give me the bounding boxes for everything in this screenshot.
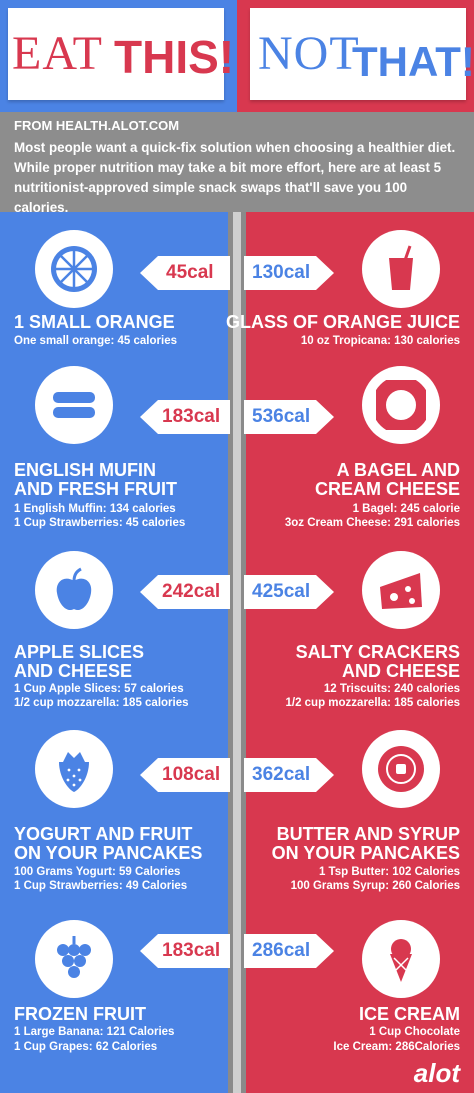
not-detail-2a: 1 Bagel: 245 calorie (352, 503, 460, 515)
not-detail-3a: 12 Triscuits: 240 calories (323, 683, 460, 695)
eat-calories-5: 183cal (162, 940, 221, 961)
not-detail-5b: Ice Cream: 286Calories (333, 1041, 460, 1053)
not-calorie-arrow-4: 362cal (244, 758, 334, 792)
eat-title-2a: ENGLISH MUFIN (14, 460, 156, 480)
eat-title-3a: APPLE SLICES (14, 642, 145, 662)
intro-line-3: nutritionist-approved simple snack swaps… (14, 180, 408, 215)
not-detail-1a: 10 oz Tropicana: 130 calories (300, 335, 460, 347)
eat-calorie-arrow-4: 108cal (140, 758, 230, 792)
intro-box: FROM HEALTH.ALOT.COM Most people want a … (0, 112, 474, 215)
not-calories-2: 536cal (252, 406, 311, 427)
eat-word: EAT (12, 27, 103, 80)
source-label: FROM HEALTH.ALOT.COM (14, 118, 180, 133)
not-detail-3b: 1/2 cup mozzarella: 185 calories (285, 697, 460, 709)
not-title-4a: BUTTER AND SYRUP (276, 824, 460, 844)
eat-detail-1a: One small orange: 45 calories (14, 335, 177, 347)
eat-calorie-arrow-2: 183cal (140, 400, 230, 434)
eat-calories-1: 45cal (166, 262, 214, 283)
not-title-3a: SALTY CRACKERS (295, 642, 460, 662)
not-title-2a: A BAGEL AND (336, 460, 460, 480)
not-title-2b: CREAM CHEESE (314, 479, 460, 499)
eat-calories-3: 242cal (162, 581, 221, 602)
not-calorie-arrow-3: 425cal (244, 575, 334, 609)
center-divider (228, 212, 246, 1093)
eat-title-3b: AND CHEESE (14, 661, 133, 681)
not-title-3b: AND CHEESE (341, 661, 460, 681)
not-detail-5a: 1 Cup Chocolate (369, 1026, 460, 1038)
eat-calories-2: 183cal (162, 406, 221, 427)
eat-calorie-arrow-5: 183cal (140, 934, 230, 968)
eat-calories-4: 108cal (162, 764, 221, 785)
bagel-icon (362, 366, 440, 444)
not-calories-5: 286cal (252, 940, 311, 961)
eat-detail-2a: 1 English Muffin: 134 calories (14, 503, 176, 515)
not-detail-2b: 3oz Cream Cheese: 291 calories (284, 517, 460, 529)
intro-text: Most people want a quick-fix solution wh… (14, 138, 464, 218)
not-calorie-arrow-1: 130cal (244, 256, 334, 290)
eat-this-banner: EAT THIS! (8, 8, 234, 100)
not-title-1: GLASS OF ORANGE JUICE (225, 312, 460, 332)
not-title-4b: ON YOUR PANCAKES (271, 843, 460, 863)
not-calorie-arrow-5: 286cal (244, 934, 334, 968)
grapes-icon (35, 920, 113, 998)
not-that-banner: NOT THAT! (250, 8, 474, 100)
orange-slice-icon (35, 230, 113, 308)
center-divider-inner (233, 212, 241, 1093)
intro-line-1: Most people want a quick-fix solution wh… (14, 140, 456, 155)
eat-title-1: 1 SMALL ORANGE (14, 312, 175, 332)
eat-detail-5b: 1 Cup Grapes: 62 Calories (14, 1041, 158, 1053)
not-detail-4b: 100 Grams Syrup: 260 Calories (290, 880, 460, 892)
not-detail-4a: 1 Tsp Butter: 102 Calories (318, 866, 460, 878)
cheese-icon (362, 551, 440, 629)
eat-calorie-arrow-1: 45cal (140, 256, 230, 290)
eat-detail-5a: 1 Large Banana: 121 Calories (14, 1026, 175, 1038)
eat-title-4b: ON YOUR PANCAKES (14, 843, 203, 863)
not-calories-1: 130cal (252, 262, 311, 283)
apple-icon (35, 551, 113, 629)
not-calories-4: 362cal (252, 764, 311, 785)
intro-line-2: While proper nutrition may take a bit mo… (14, 160, 442, 175)
not-word: NOT (258, 27, 360, 80)
not-calorie-arrow-2: 536cal (244, 400, 334, 434)
eat-detail-2b: 1 Cup Strawberries: 45 calories (14, 517, 186, 529)
pancake-icon (362, 730, 440, 808)
eat-detail-3b: 1/2 cup mozzarella: 185 calories (14, 697, 189, 709)
eat-title-2b: AND FRESH FRUIT (14, 479, 177, 499)
juice-glass-icon (362, 230, 440, 308)
eat-detail-4a: 100 Grams Yogurt: 59 Calories (14, 866, 181, 878)
alot-logo: alot (413, 1058, 460, 1088)
eat-detail-4b: 1 Cup Strawberries: 49 Calories (14, 880, 188, 892)
not-calories-3: 425cal (252, 581, 311, 602)
eat-title-4a: YOGURT AND FRUIT (14, 824, 193, 844)
not-title-5: ICE CREAM (358, 1004, 460, 1024)
eat-calorie-arrow-3: 242cal (140, 575, 230, 609)
eat-title-5: FROZEN FRUIT (14, 1004, 146, 1024)
ice-cream-icon (362, 920, 440, 998)
that-word: THAT! (352, 38, 474, 85)
this-word: THIS! (114, 31, 235, 83)
strawberry-icon (35, 730, 113, 808)
muffin-icon (35, 366, 113, 444)
eat-detail-3a: 1 Cup Apple Slices: 57 calories (14, 683, 184, 695)
